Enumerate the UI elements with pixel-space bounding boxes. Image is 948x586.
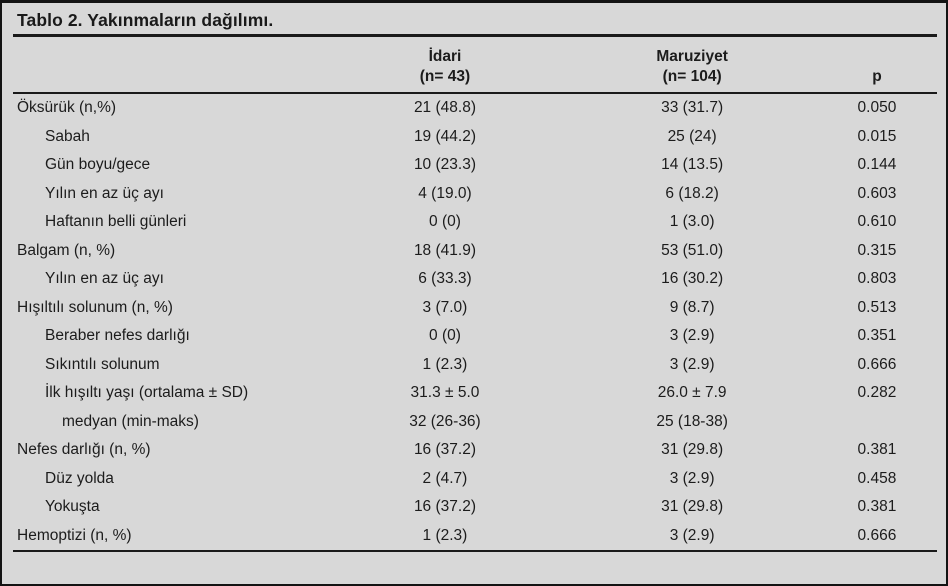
row-label: Beraber nefes darlığı (45, 327, 190, 344)
cell-p: 0.603 (857, 184, 897, 202)
cell-idari: 16 (37.2) (413, 498, 476, 515)
cell-p: 0.513 (857, 298, 897, 316)
cell-p: 0.666 (816, 521, 937, 552)
row-label: Nefes darlığı (n, %) (17, 441, 151, 458)
cell-maruziyet: 53 (51.0) (661, 241, 724, 259)
row-label: Sabah (45, 127, 90, 145)
table-row: Sıkıntılı solunum 1 (2.3) 3 (2.9) 0.666 (13, 351, 937, 380)
cell-p (817, 408, 937, 437)
cell-maruziyet: 31 (29.8) (661, 498, 724, 515)
cell-idari: 19 (44.2) (413, 127, 476, 145)
row-label: Yılın en az üç ayı (45, 270, 164, 287)
row-label: Hışıltılı solunum (n, %) (17, 298, 173, 316)
header-idari-line1: İdari (428, 48, 462, 65)
table-body: Öksürük (n,%) 21 (48.8) 33 (31.7) 0.050 Saba… (13, 93, 937, 552)
cell-maruziyet: 25 (24) (667, 127, 717, 145)
header-label-column (13, 41, 323, 94)
cell-maruziyet: 6 (18.2) (665, 184, 719, 202)
row-label: Düz yolda (45, 469, 114, 487)
cell-p: 0.282 (857, 384, 897, 401)
cell-idari: 2 (4.7) (422, 469, 468, 487)
table-row: Yılın en az üç ayı 6 (33.3) 16 (30.2) 0.803 (13, 265, 937, 294)
table-row: Yılın en az üç ayı 4 (19.0) 6 (18.2) 0.603 (13, 180, 937, 209)
cell-maruziyet: 3 (2.9) (669, 327, 715, 344)
cell-idari: 0 (0) (429, 213, 461, 230)
header-maruziyet-line2: (n= 104) (662, 68, 722, 85)
row-label: Hemoptizi (n, %) (13, 521, 323, 552)
cell-idari: 6 (33.3) (418, 270, 472, 287)
complaints-table: İdari (n= 43) Maruziyet (n= 104) p Öksür… (13, 41, 937, 552)
table-row: Öksürük (n,%) 21 (48.8) 33 (31.7) 0.050 (13, 93, 937, 123)
table-row: Sabah 19 (44.2) 25 (24) 0.015 (13, 123, 937, 152)
cell-idari: 32 (26-36) (409, 412, 481, 430)
row-label: Öksürük (n,%) (17, 99, 117, 116)
table-row: Hemoptizi (n, %) 1 (2.3) 3 (2.9) 0.666 (13, 521, 937, 552)
row-label: Yokuşta (45, 498, 100, 515)
header-row: İdari (n= 43) Maruziyet (n= 104) p (13, 41, 937, 94)
table-header: İdari (n= 43) Maruziyet (n= 104) p (13, 41, 937, 94)
table-row: İlk hışıltı yaşı (ortalama ± SD) 31.3 ± 5… (13, 379, 937, 408)
cell-idari: 21 (48.8) (413, 99, 476, 116)
cell-p: 0.458 (857, 469, 897, 487)
row-label: medyan (min-maks) (62, 412, 199, 430)
cell-maruziyet: 26.0 ± 7.9 (657, 384, 727, 401)
cell-idari: 1 (2.3) (322, 521, 568, 552)
cell-idari: 3 (7.0) (422, 298, 468, 316)
cell-p: 0.144 (857, 156, 897, 173)
cell-p: 0.381 (857, 441, 897, 458)
cell-maruziyet: 1 (3.0) (669, 213, 715, 230)
cell-idari: 31.3 ± 5.0 (410, 384, 480, 401)
cell-idari: 4 (19.0) (418, 184, 472, 202)
table-row: Balgam (n, %) 18 (41.9) 53 (51.0) 0.315 (13, 237, 937, 266)
table-row: Düz yolda 2 (4.7) 3 (2.9) 0.458 (13, 465, 937, 494)
table-row: Hışıltılı solunum (n, %) 3 (7.0) 9 (8.7) 0.… (13, 294, 937, 323)
cell-maruziyet: 3 (2.9) (567, 521, 817, 552)
cell-idari: 1 (2.3) (422, 355, 468, 373)
cell-p: 0.803 (857, 270, 897, 287)
title-rule (13, 34, 937, 37)
row-label: İlk hışıltı yaşı (ortalama ± SD) (45, 384, 249, 401)
cell-maruziyet: 25 (18-38) (656, 412, 728, 430)
row-label: Gün boyu/gece (45, 156, 151, 173)
header-idari-line2: (n= 43) (419, 68, 471, 85)
table-row: medyan (min-maks) 32 (26-36) 25 (18-38) (13, 408, 937, 437)
table-row: Nefes darlığı (n, %) 16 (37.2) 31 (29.8) 0.… (13, 436, 937, 465)
cell-p: 0.050 (857, 99, 897, 116)
cell-maruziyet: 3 (2.9) (669, 469, 715, 487)
table-row: Beraber nefes darlığı 0 (0) 3 (2.9) 0.351 (13, 322, 937, 351)
header-maruziyet-column: Maruziyet (n= 104) (567, 41, 817, 94)
row-label: Sıkıntılı solunum (45, 355, 160, 373)
header-p-column: p (816, 41, 937, 94)
row-label: Yılın en az üç ayı (45, 184, 164, 202)
table-row: Haftanın belli günleri 0 (0) 1 (3.0) 0.610 (13, 208, 937, 237)
cell-idari: 18 (41.9) (413, 241, 476, 259)
cell-p: 0.666 (857, 355, 897, 373)
cell-maruziyet: 16 (30.2) (661, 270, 724, 287)
cell-idari: 10 (23.3) (413, 156, 476, 173)
header-p-label: p (872, 68, 882, 85)
cell-maruziyet: 33 (31.7) (661, 99, 724, 116)
cell-p: 0.351 (857, 327, 897, 344)
table-row: Gün boyu/gece 10 (23.3) 14 (13.5) 0.144 (13, 151, 937, 180)
cell-maruziyet: 14 (13.5) (661, 156, 724, 173)
cell-p: 0.610 (857, 213, 897, 230)
cell-maruziyet: 9 (8.7) (669, 298, 715, 316)
table-title: Tablo 2. Yakınmaların dağılımı. (17, 10, 274, 30)
cell-maruziyet: 31 (29.8) (661, 441, 724, 458)
cell-p: 0.315 (857, 241, 897, 259)
header-idari-column: İdari (n= 43) (322, 41, 568, 94)
cell-idari: 16 (37.2) (413, 441, 476, 458)
cell-p: 0.381 (857, 498, 897, 515)
table-row: Yokuşta 16 (37.2) 31 (29.8) 0.381 (13, 493, 937, 522)
row-label: Balgam (n, %) (17, 241, 116, 259)
cell-idari: 0 (0) (429, 327, 461, 344)
cell-maruziyet: 3 (2.9) (669, 355, 715, 373)
cell-p: 0.015 (857, 127, 897, 145)
row-label: Haftanın belli günleri (45, 213, 187, 230)
header-maruziyet-line1: Maruziyet (656, 48, 728, 65)
